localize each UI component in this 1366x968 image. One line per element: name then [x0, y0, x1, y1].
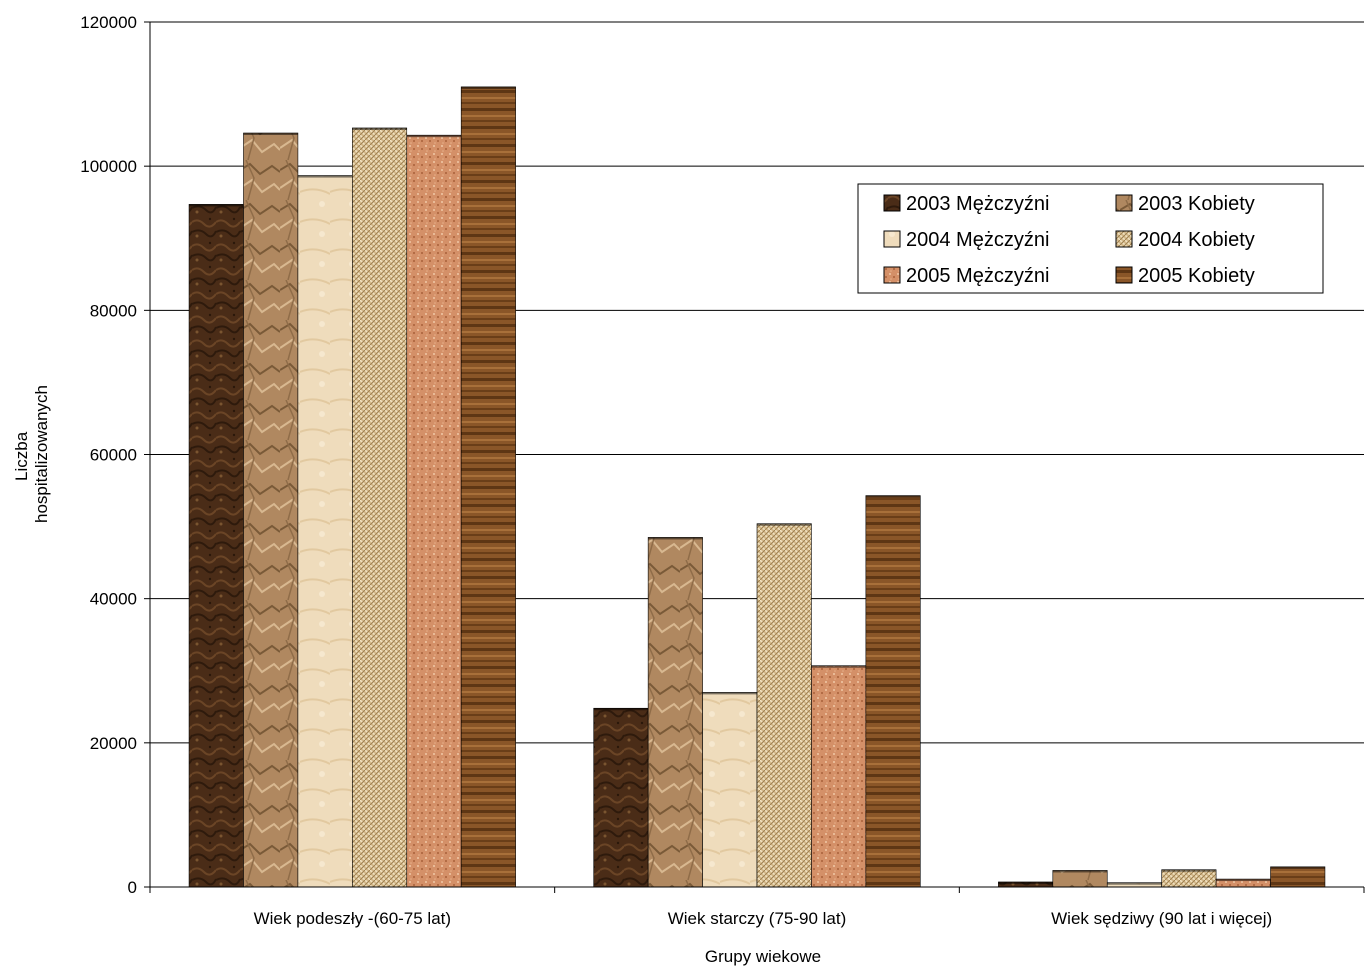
y-axis-title-line-2: hospitalizowanych	[32, 385, 51, 523]
bar-1-0	[243, 132, 299, 888]
bar-2-1	[702, 692, 758, 888]
bar-4-1	[811, 665, 867, 888]
bar-0-1	[593, 707, 649, 888]
x-category-labels: Wiek podeszły -(60-75 lat) Wiek starczy (…	[254, 909, 1273, 928]
bar-1-2	[1052, 870, 1108, 888]
bar-top-edge	[352, 127, 407, 130]
y-tick-label: 40000	[90, 590, 137, 609]
y-axis-title: Liczba hospitalizowanych	[12, 385, 51, 523]
legend-swatch	[1115, 230, 1133, 248]
y-tick-label: 80000	[90, 301, 137, 320]
legend-swatch	[1115, 266, 1133, 284]
x-category-label: Wiek starczy (75-90 lat)	[668, 909, 847, 928]
bar-top-edge	[998, 881, 1053, 884]
bar-0-0	[188, 204, 244, 888]
legend-swatch	[883, 194, 901, 212]
legend-swatch	[883, 230, 901, 248]
bar-top-edge	[1107, 882, 1162, 885]
bar-top-edge	[811, 665, 866, 668]
bar-top-edge	[757, 523, 812, 526]
bar-top-edge	[648, 537, 703, 540]
y-tick-label: 20000	[90, 734, 137, 753]
x-category-label: Wiek sędziwy (90 lat i więcej)	[1051, 909, 1272, 928]
bar-top-edge	[865, 495, 921, 498]
legend: 2003 Mężczyźni 2003 Kobiety 2004 Mężczyźni…	[857, 183, 1324, 294]
bar-5-2	[1270, 866, 1326, 888]
x-category-label: Wiek podeszły -(60-75 lat)	[254, 909, 451, 928]
legend-box	[857, 183, 1324, 294]
bar-top-edge	[406, 135, 462, 138]
y-tick-label: 120000	[80, 13, 137, 32]
legend-label: 2004 Mężczyźni	[906, 229, 1049, 251]
y-tick-label: 100000	[80, 157, 137, 176]
bar-1-1	[647, 537, 703, 888]
bar-3-2	[1161, 869, 1217, 888]
bar-5-0	[460, 86, 516, 888]
bar-2-0	[297, 175, 353, 888]
bar-top-edge	[593, 708, 649, 711]
y-axis-title-line-1: Liczba	[12, 431, 31, 481]
y-tick-label: 0	[128, 878, 137, 897]
bar-top-edge	[1270, 866, 1325, 869]
y-tick-labels: 0 20000 40000 60000 80000 100000 120000	[80, 13, 137, 897]
bar-3-1	[756, 523, 812, 888]
bar-4-0	[406, 134, 462, 888]
bar-top-edge	[243, 133, 298, 136]
bar-top-edge	[702, 692, 757, 695]
legend-label: 2003 Mężczyźni	[906, 193, 1049, 215]
x-axis-title: Grupy wiekowe	[705, 947, 821, 966]
bar-3-0	[352, 127, 408, 888]
legend-swatch	[1115, 194, 1133, 212]
y-tick-label: 60000	[90, 446, 137, 465]
bar-top-edge	[1052, 870, 1108, 873]
legend-swatch	[883, 266, 901, 284]
bar-top-edge	[1161, 869, 1217, 872]
axes	[144, 21, 1365, 893]
bar-5-1	[865, 495, 921, 888]
bar-top-edge	[189, 204, 244, 207]
bar-top-edge	[297, 175, 353, 178]
bar-top-edge	[1216, 879, 1271, 882]
legend-label: 2004 Kobiety	[1138, 229, 1255, 251]
legend-label: 2005 Kobiety	[1138, 265, 1255, 287]
bars	[188, 86, 1326, 888]
legend-label: 2003 Kobiety	[1138, 193, 1255, 215]
legend-label: 2005 Mężczyźni	[906, 265, 1049, 287]
bar-top-edge	[461, 86, 516, 89]
